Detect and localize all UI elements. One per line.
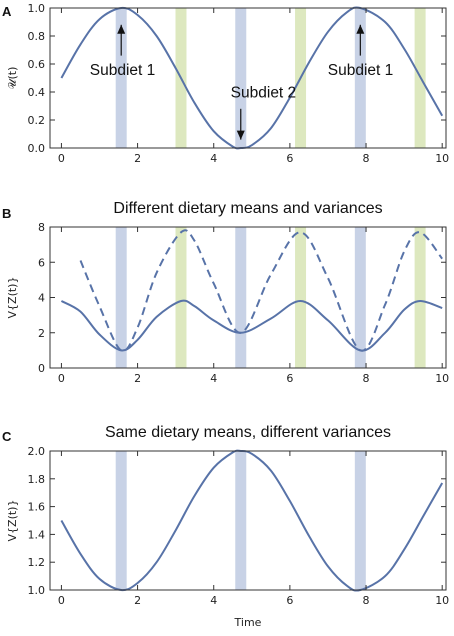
panel-c: 0 2 4 6 8 10 1.0 1.2 1.4 1.6 1.8 2.0 V{Z(t)} Time Same…: [2, 424, 449, 629]
y-tick-label: 2: [38, 327, 45, 340]
panel-b: 0 2 4 6 8 10 0 2 4 6 8 V{Z(t)} Different dietary mea…: [2, 200, 449, 385]
x-tick-label: 10: [435, 594, 449, 607]
x-tick-label: 6: [286, 372, 293, 385]
x-tick-label: 2: [134, 372, 141, 385]
band-green-0: [175, 227, 187, 368]
band-blue-1: [235, 8, 247, 148]
panel-title: Different dietary means and variances: [113, 200, 382, 217]
band-green-2: [414, 227, 426, 368]
y-tick-label: 1.0: [28, 2, 46, 15]
plot-frame: [49, 226, 447, 369]
x-tick-label: 0: [58, 594, 65, 607]
panel-letter: C: [2, 429, 12, 444]
arrow-head: [117, 24, 126, 34]
y-tick-label: 1.8: [28, 473, 46, 486]
series-line-dashed: [79, 229, 443, 352]
y-tick-label: 2.0: [28, 445, 46, 458]
x-tick-label: 8: [363, 594, 370, 607]
y-tick-label: 1.2: [28, 556, 46, 569]
x-tick-label: 10: [435, 372, 449, 385]
y-tick-label: 0.4: [28, 86, 46, 99]
y-tick-label: 1.6: [28, 501, 46, 514]
y-tick-label: 1.0: [28, 584, 46, 597]
band-blue-1: [235, 451, 247, 590]
y-tick-label: 0.2: [28, 114, 46, 127]
x-tick-label: 4: [210, 594, 217, 607]
panel-a: 0 2 4 6 8 10 0.0 0.2 0.4 0.6 0.8 1.0 𝒰(t) A Subdiet 1 S…: [2, 2, 449, 165]
y-tick-label: 0.8: [28, 30, 46, 43]
x-tick-label: 8: [363, 372, 370, 385]
y-tick-label: 0.0: [28, 142, 46, 155]
x-axis-label: Time: [234, 616, 262, 629]
plot-frame: [49, 450, 447, 591]
x-tick-label: 6: [286, 594, 293, 607]
band-blue-2: [354, 227, 366, 368]
arrow-head: [356, 24, 365, 34]
y-axis-label: V{Z(t)}: [6, 277, 19, 319]
annotation-label: Subdiet 1: [328, 62, 394, 79]
y-tick-label: 0.6: [28, 58, 46, 71]
band-blue-0: [115, 8, 127, 148]
x-tick-label: 0: [58, 372, 65, 385]
y-tick-label: 6: [38, 256, 45, 269]
x-tick-label: 4: [210, 152, 217, 165]
arrow-head: [236, 130, 245, 140]
x-tick-label: 2: [134, 152, 141, 165]
annotation-label: Subdiet 2: [231, 85, 297, 102]
y-axis-label: 𝒰(t): [6, 67, 19, 90]
panel-title: Same dietary means, different variances: [105, 424, 391, 441]
y-tick-label: 0: [38, 362, 45, 375]
panel-letter: A: [2, 4, 12, 19]
band-blue-2: [354, 8, 366, 148]
y-axis-label: V{Z(t)}: [6, 500, 19, 542]
panel-letter: B: [2, 206, 11, 221]
plot-frame: [49, 7, 447, 149]
x-tick-label: 0: [58, 152, 65, 165]
x-tick-label: 2: [134, 594, 141, 607]
band-blue-1: [235, 227, 247, 368]
y-tick-label: 1.4: [28, 528, 46, 541]
y-tick-label: 4: [38, 292, 45, 305]
band-blue-2: [354, 451, 366, 590]
x-tick-label: 10: [435, 152, 449, 165]
band-blue-0: [115, 451, 127, 590]
y-tick-label: 8: [38, 221, 45, 234]
x-tick-label: 4: [210, 372, 217, 385]
x-tick-label: 8: [363, 152, 370, 165]
x-tick-label: 6: [286, 152, 293, 165]
band-green-1: [295, 227, 307, 368]
band-blue-0: [115, 227, 127, 368]
annotation-label: Subdiet 1: [90, 62, 155, 79]
